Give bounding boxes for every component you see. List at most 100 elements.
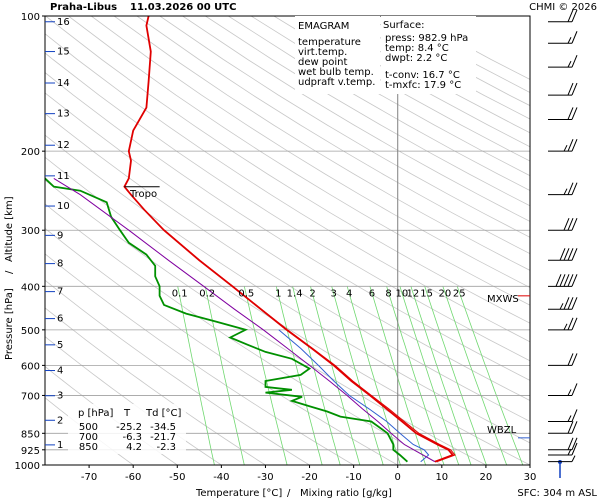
wind-barb xyxy=(548,274,578,287)
wind-barb-flag xyxy=(571,317,578,331)
legend-item: udpraft v.temp. xyxy=(298,77,375,88)
levels-table-header: p [hPa] xyxy=(78,408,113,419)
wind-barb-half xyxy=(563,144,568,152)
legend-item: dew point xyxy=(298,57,347,68)
wind-barb-flag xyxy=(567,182,574,195)
altitude-tick-label: 2 xyxy=(57,415,63,426)
levels-table-cell: -21.7 xyxy=(150,432,176,443)
wind-barb-flag xyxy=(571,138,578,152)
virtual-temperature-line xyxy=(164,229,456,463)
altitude-tick-label: 3 xyxy=(57,391,63,402)
x-tick-label: 30 xyxy=(524,472,537,483)
wind-barb-flag xyxy=(567,353,574,366)
mixing-ratio-label: 10 xyxy=(395,288,408,299)
wind-barb-flag xyxy=(567,297,574,310)
wind-barb-flag xyxy=(567,107,574,120)
altitude-tick-label: 13 xyxy=(57,109,70,120)
levels-table: p [hPa] T Td [°C] 500 -25.2 -34.5 700 -6.3 -21.7… xyxy=(68,404,186,454)
wind-barb-flag xyxy=(571,421,578,434)
wind-barb-flag xyxy=(571,274,578,287)
y-tick-label: 100 xyxy=(21,12,40,23)
legend-item: wet bulb temp. xyxy=(298,67,374,78)
wind-barb xyxy=(548,218,578,231)
wind-barb-flag xyxy=(559,248,566,261)
wind-barb xyxy=(548,297,578,310)
levels-table-cell: 4.2 xyxy=(126,442,142,453)
sounding-curves xyxy=(45,16,456,463)
y-tick-label: 500 xyxy=(21,326,40,337)
wind-barb xyxy=(548,317,578,331)
altitude-tick-label: 12 xyxy=(57,140,70,151)
mixing-ratio-label: 20 xyxy=(438,288,451,299)
wind-barb-flag xyxy=(571,9,578,22)
x-tick-label: -30 xyxy=(257,472,273,483)
legend-box xyxy=(295,16,380,94)
grid xyxy=(45,16,530,465)
wind-barb xyxy=(548,82,578,96)
mixing-ratio-label: 2 xyxy=(309,288,315,299)
surface-line: dwpt: 2.2 °C xyxy=(385,53,447,64)
y-tick-label: 300 xyxy=(21,226,40,237)
wind-barb-half xyxy=(563,323,568,331)
wind-barb-flag xyxy=(571,218,578,231)
surface-line: t-mxfc: 17.9 °C xyxy=(385,80,461,91)
y-tick-label: 600 xyxy=(21,361,40,372)
x-axis-label-mixing: Mixing ratio [g/kg] xyxy=(300,488,392,499)
wind-barb xyxy=(548,138,578,152)
altitude-tick-label: 10 xyxy=(57,201,70,212)
wind-barb-half xyxy=(571,455,576,462)
wind-barb-flag xyxy=(571,82,578,96)
dry-adiabat xyxy=(182,16,530,222)
surface-line: t-conv: 16.7 °C xyxy=(385,70,460,81)
wind-barb-flag xyxy=(571,442,578,456)
levels-table-cell: -25.2 xyxy=(116,422,142,433)
dry-adiabat xyxy=(45,113,530,422)
wind-barb-flag xyxy=(559,274,566,287)
y-axis-label-separator: / xyxy=(4,270,15,274)
datetime-title: 11.03.2026 00 UTC xyxy=(130,2,236,13)
updraft-line xyxy=(53,177,436,463)
mixing-ratio-label: 8 xyxy=(385,288,391,299)
mixing-ratio-label: 12 xyxy=(407,288,420,299)
wind-barb-flag xyxy=(571,54,578,68)
wind-barbs xyxy=(548,9,578,478)
x-tick-label: -10 xyxy=(345,472,361,483)
wind-barb-half xyxy=(559,303,564,310)
levels-table-cell: -34.5 xyxy=(150,422,176,433)
x-tick-label: -70 xyxy=(81,472,97,483)
wind-barb-half xyxy=(567,37,572,44)
dry-adiabat xyxy=(90,16,530,288)
x-tick-label: 10 xyxy=(435,472,448,483)
altitude-tick-label: 9 xyxy=(57,230,63,241)
dew-point-line xyxy=(45,177,408,463)
y-axis-label-altitude: Altitude [km] xyxy=(4,196,15,262)
wind-barb xyxy=(548,455,576,463)
wind-barb-flag xyxy=(571,107,578,120)
surface-line: press: 982.9 hPa xyxy=(385,33,468,44)
wind-barb-flag xyxy=(567,437,574,450)
dry-adiabat xyxy=(45,72,530,381)
wind-barb-flag xyxy=(567,9,574,22)
levels-table-cell: -6.3 xyxy=(122,432,142,443)
altitude-tick-label: 1 xyxy=(57,440,63,451)
legend-item: virt.temp. xyxy=(298,47,347,58)
altitude-tick-label: 11 xyxy=(57,171,70,182)
wind-barb-flag xyxy=(571,182,578,195)
altitude-tick-label: 5 xyxy=(57,340,63,351)
x-tick-label: 20 xyxy=(480,472,493,483)
y-tick-label: 850 xyxy=(21,429,40,440)
dry-adiabat xyxy=(45,92,530,402)
wind-barb-flag xyxy=(567,317,574,331)
wind-barb-flag xyxy=(563,248,570,261)
wind-barb xyxy=(548,437,578,451)
wind-barb xyxy=(548,421,578,434)
y-tick-label: 1000 xyxy=(15,461,40,472)
y-tick-label: 200 xyxy=(21,147,40,158)
dry-adiabat xyxy=(45,52,530,362)
x-axis-label-separator: / xyxy=(287,488,291,499)
wind-barb xyxy=(548,107,578,120)
x-tick-label: -20 xyxy=(301,472,317,483)
x-tick-label: 0 xyxy=(395,472,401,483)
dry-adiabat xyxy=(45,16,530,324)
